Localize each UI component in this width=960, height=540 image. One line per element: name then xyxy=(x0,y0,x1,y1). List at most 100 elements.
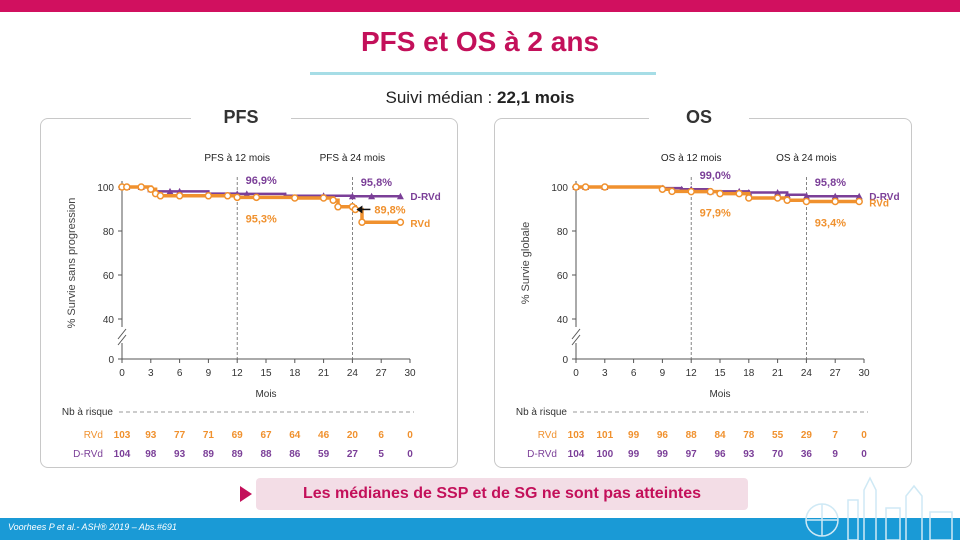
x-tick-label: 0 xyxy=(573,368,579,379)
data-point xyxy=(745,194,753,202)
data-point xyxy=(831,197,839,206)
value-annotation: 96,9% xyxy=(246,175,277,187)
series-label: D-RVd xyxy=(410,192,440,203)
y-tick-label: 100 xyxy=(97,183,114,194)
data-point xyxy=(774,189,782,196)
at-risk-value: 104 xyxy=(568,449,585,460)
data-point xyxy=(706,187,715,196)
data-point xyxy=(831,192,839,200)
slide-subtitle: Suivi médian : 22,1 mois xyxy=(0,88,960,108)
axis-break-mark xyxy=(117,328,127,340)
x-tick-label: 18 xyxy=(289,368,301,379)
x-tick-label: 24 xyxy=(801,368,813,379)
data-point xyxy=(291,194,299,202)
at-risk-value: 78 xyxy=(743,430,755,441)
at-risk-value: 93 xyxy=(743,449,755,460)
at-risk-row-label: D-RVd xyxy=(527,449,557,460)
at-risk-value: 59 xyxy=(318,449,330,460)
pfs-panel-title: PFS xyxy=(191,107,291,128)
data-point xyxy=(156,192,165,200)
value-annotation: 89,8% xyxy=(374,204,405,216)
series-label: RVd xyxy=(410,219,430,230)
at-risk-row-label: D-RVd xyxy=(73,449,103,460)
at-risk-label: Nb à risque xyxy=(516,407,568,418)
at-risk-value: 86 xyxy=(289,449,301,460)
at-risk-value: 96 xyxy=(714,449,726,460)
data-point xyxy=(716,189,724,198)
data-point xyxy=(166,187,174,195)
x-tick-label: 15 xyxy=(260,368,272,379)
at-risk-value: 67 xyxy=(260,430,272,441)
y-tick-label: 80 xyxy=(557,227,569,238)
x-tick-label: 0 xyxy=(119,368,125,379)
data-point xyxy=(319,194,328,202)
at-risk-value: 70 xyxy=(772,449,784,460)
at-risk-value: 46 xyxy=(318,430,330,441)
at-risk-value: 64 xyxy=(289,430,301,441)
title-underline xyxy=(310,72,656,75)
reference-label: PFS à 24 mois xyxy=(320,153,386,164)
axis-break-mark xyxy=(571,334,581,346)
data-point xyxy=(123,183,131,191)
at-risk-value: 93 xyxy=(145,430,157,441)
data-point xyxy=(348,192,356,200)
x-tick-label: 12 xyxy=(686,368,698,379)
x-tick-label: 24 xyxy=(347,368,359,379)
subtitle-value: 22,1 mois xyxy=(497,88,575,107)
x-tick-label: 21 xyxy=(318,368,330,379)
at-risk-value: 0 xyxy=(407,430,413,441)
x-tick-label: 27 xyxy=(376,368,388,379)
data-point xyxy=(802,197,811,206)
at-risk-label: Nb à risque xyxy=(62,407,114,418)
at-risk-value: 89 xyxy=(232,449,244,460)
y-tick-label: 100 xyxy=(551,183,568,194)
data-point xyxy=(175,192,184,200)
at-risk-value: 89 xyxy=(203,449,215,460)
callout-box xyxy=(256,478,748,510)
y-tick-label: 80 xyxy=(103,227,115,238)
x-tick-label: 9 xyxy=(206,368,212,379)
data-point xyxy=(368,192,376,200)
data-point xyxy=(396,192,404,200)
at-risk-row-label: RVd xyxy=(538,430,557,441)
at-risk-value: 5 xyxy=(378,449,384,460)
data-point xyxy=(572,183,580,191)
data-point xyxy=(687,187,695,196)
y-tick-label: 0 xyxy=(108,355,114,366)
data-point xyxy=(783,191,791,198)
os-panel-title: OS xyxy=(649,107,749,128)
x-tick-label: 30 xyxy=(858,368,870,379)
y-tick-label: 60 xyxy=(103,271,115,282)
value-annotation: 95,8% xyxy=(361,177,392,189)
y-axis-label: % Survie sans progression xyxy=(66,198,78,329)
data-point xyxy=(855,197,863,206)
value-annotation: 97,9% xyxy=(700,208,731,220)
city-skyline-icon xyxy=(805,476,953,540)
at-risk-value: 36 xyxy=(801,449,813,460)
axis-break-mark xyxy=(571,328,581,340)
axis-break-mark xyxy=(117,334,127,346)
at-risk-value: 101 xyxy=(596,430,613,441)
pfs-panel: PFS 0 40 60 80 100 0 3 6 9 12 15 18 21 24 27 30 Mois% Su… xyxy=(40,107,458,468)
reference-label: OS à 24 mois xyxy=(776,153,837,164)
data-point xyxy=(137,183,145,191)
at-risk-value: 27 xyxy=(347,449,359,460)
at-risk-value: 93 xyxy=(174,449,186,460)
x-tick-label: 15 xyxy=(714,368,726,379)
reference-label: OS à 12 mois xyxy=(661,153,722,164)
slide-title: PFS et OS à 2 ans xyxy=(360,26,600,57)
data-point xyxy=(358,218,366,226)
x-axis-label: Mois xyxy=(255,389,276,400)
y-tick-label: 40 xyxy=(103,315,115,326)
at-risk-value: 84 xyxy=(714,430,726,441)
at-risk-row-label: RVd xyxy=(84,430,103,441)
value-annotation: 99,0% xyxy=(700,170,731,182)
at-risk-value: 100 xyxy=(596,449,613,460)
footer-bar: Voorhees P et al.- ASH® 2019 – Abs.#691 xyxy=(0,518,960,540)
x-tick-label: 3 xyxy=(602,368,608,379)
data-point xyxy=(855,192,863,200)
x-tick-label: 6 xyxy=(631,368,637,379)
os-panel: OS 0 40 60 80 100 0 3 6 9 12 15 18 21 24 27 30 Mois% Sur… xyxy=(494,107,912,468)
at-risk-value: 0 xyxy=(407,449,413,460)
